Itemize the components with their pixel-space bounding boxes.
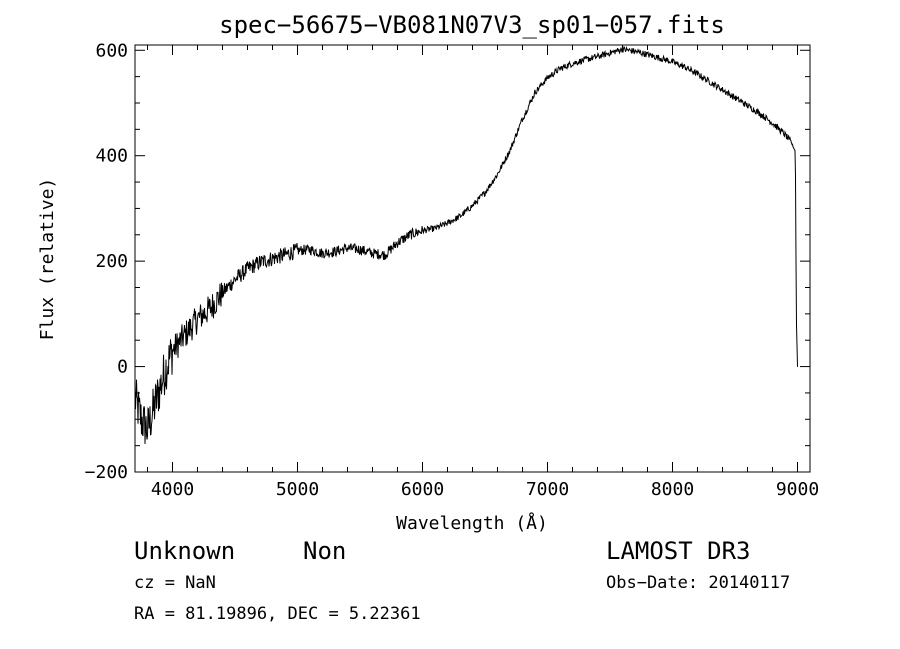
x-tick-label: 4000 [151,479,194,500]
plot-border [134,44,811,473]
axis-ticks [135,45,810,473]
x-tick-label: 5000 [276,479,319,500]
coordinates: RA = 81.19896, DEC = 5.22361 [134,604,421,624]
y-tick-label: 400 [95,146,128,167]
x-tick-label: 8000 [651,479,694,500]
plot-frame [134,44,811,473]
flux-series-line [134,45,798,445]
x-axis-label: Wavelength (Å) [396,512,548,534]
y-tick-label: −200 [85,462,128,483]
survey-name: LAMOST DR3 [606,537,751,565]
obs-date: Obs−Date: 20140117 [606,573,790,593]
tick-labels: 4000 5000 6000 7000 8000 9000 −200 0 200 400 600 [85,40,820,500]
object-subclass: Non [303,537,346,565]
y-tick-label: 200 [95,251,128,272]
x-tick-label: 6000 [401,479,444,500]
cz-value: cz = NaN [134,573,216,593]
x-tick-label: 7000 [526,479,569,500]
y-tick-label: 0 [117,357,128,378]
chart-title: spec−56675−VB081N07V3_sp01−057.fits [219,11,725,39]
x-tick-label: 9000 [776,479,819,500]
y-axis-label: Flux (relative) [37,178,58,341]
y-tick-label: 600 [95,40,128,61]
object-class: Unknown [134,537,235,565]
